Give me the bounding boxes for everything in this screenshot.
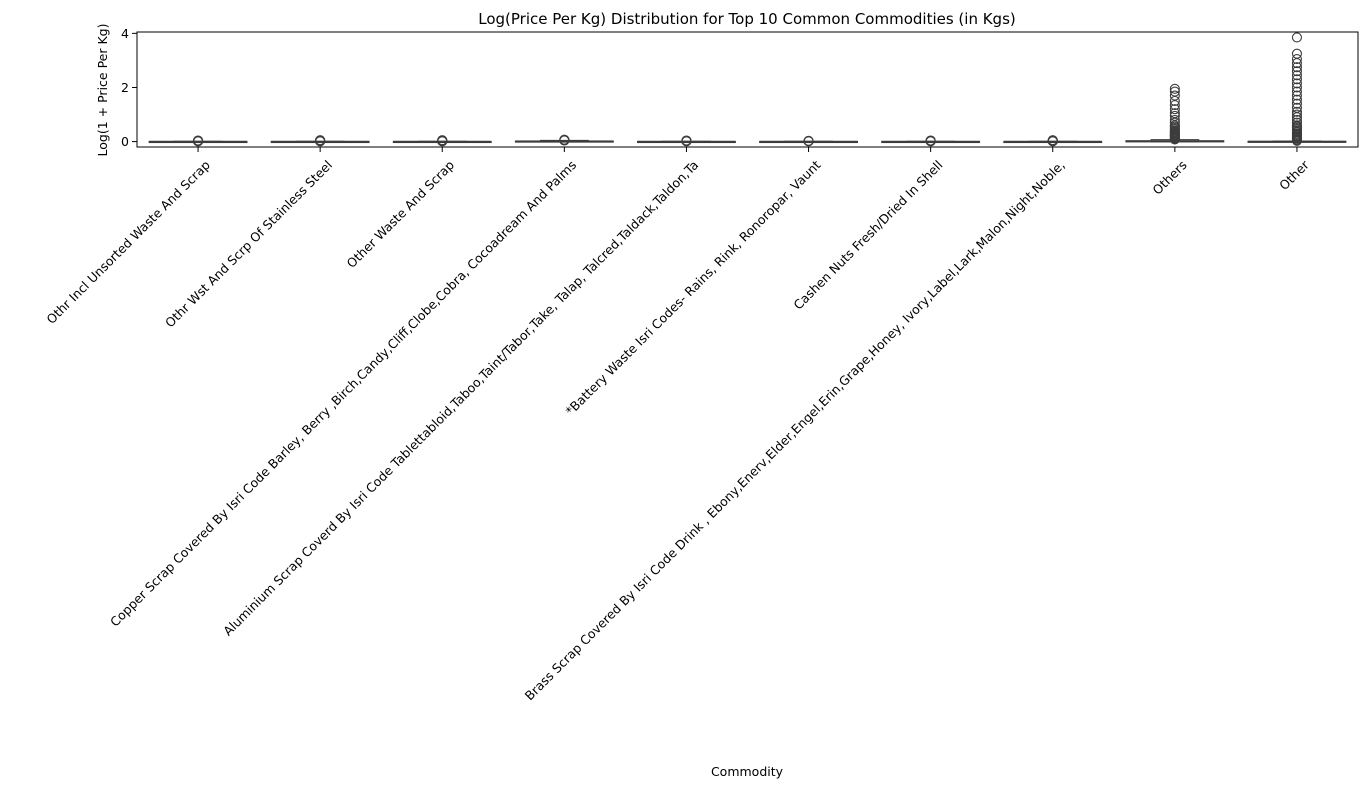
x-tick-label: *Battery Waste Isri Codes- Rains, Rink, … [562, 157, 823, 418]
y-tick-label: 4 [121, 26, 129, 41]
outlier-point [1291, 120, 1302, 131]
y-tick-label: 2 [121, 80, 129, 95]
x-tick-label: Other Waste And Scrap [344, 157, 458, 271]
outlier-point [1291, 109, 1302, 120]
outlier-point [437, 135, 448, 146]
outlier-point [1291, 62, 1302, 73]
y-tick-label: 0 [121, 134, 129, 149]
x-tick-label: Cashen Nuts Fresh/Dried In Shell [790, 157, 945, 312]
x-tick-label: Others [1149, 157, 1189, 197]
outlier-point [1291, 86, 1302, 97]
outlier-point [193, 135, 204, 146]
x-tick-label: Copper Scrap Covered By Isri Code Barley… [107, 157, 579, 629]
outlier-point [1291, 54, 1302, 65]
outlier-point [1291, 70, 1302, 81]
outlier-point [1169, 86, 1180, 97]
outlier-point [1291, 48, 1302, 59]
outlier-point [1291, 106, 1302, 117]
outlier-point [1169, 104, 1180, 115]
outlier-point [1169, 110, 1180, 121]
axes-frame [136, 31, 1359, 148]
outlier-point [1291, 102, 1302, 113]
outlier-point [1291, 82, 1302, 93]
outlier-point [1291, 74, 1302, 85]
outlier-point [1291, 98, 1302, 109]
outlier-point [1291, 78, 1302, 89]
outlier-point [1169, 83, 1180, 94]
outlier-point [1291, 94, 1302, 105]
outlier-point [1291, 32, 1302, 43]
x-tick-label: Aluminium Scrap Coverd By Isri Code Tabl… [220, 157, 701, 638]
outlier-point [1169, 108, 1180, 119]
outlier-point [1291, 90, 1302, 101]
outlier-point [1169, 90, 1180, 101]
x-tick-label: Brass Scrap Covered By Isri Code Drink ,… [522, 157, 1068, 703]
chart-title: Log(Price Per Kg) Distribution for Top 1… [478, 10, 1016, 28]
outlier-point [1169, 114, 1180, 125]
outlier-point [1047, 135, 1058, 146]
x-tick-label: Other [1276, 157, 1312, 193]
outlier-point [803, 135, 814, 146]
outlier-point [681, 135, 692, 146]
outlier-point [315, 135, 326, 146]
x-axis-label: Commodity [711, 764, 784, 779]
outlier-point [1291, 117, 1302, 128]
outlier-point [1291, 114, 1302, 125]
outlier-point [925, 135, 936, 146]
outlier-point [559, 134, 570, 145]
y-axis-label: Log(1 + Price Per Kg) [95, 24, 110, 157]
outlier-point [1291, 66, 1302, 77]
